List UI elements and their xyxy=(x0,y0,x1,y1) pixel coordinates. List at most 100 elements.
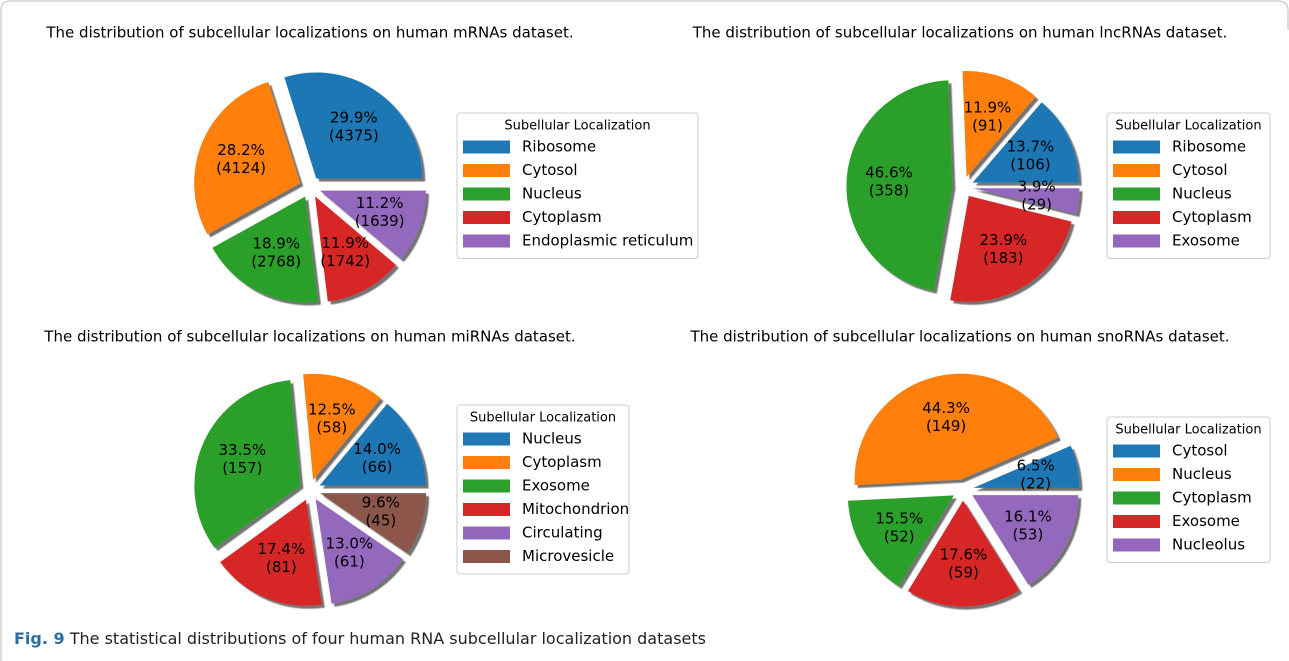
wedge xyxy=(315,498,403,604)
value-label: 28.2% xyxy=(217,141,265,159)
count-label: (1639) xyxy=(355,212,405,230)
wedge xyxy=(973,188,1080,215)
value-label: 23.9% xyxy=(980,231,1028,249)
legend-label: Exosome xyxy=(1172,512,1240,530)
legend-swatch xyxy=(463,503,510,516)
legend-label: Nucleus xyxy=(522,430,582,448)
count-label: (59) xyxy=(948,564,979,582)
count-label: (157) xyxy=(222,459,262,477)
legend-label: Nucleus xyxy=(1172,185,1232,203)
legend-swatch xyxy=(463,140,510,154)
legend-swatch xyxy=(1113,140,1160,154)
count-label: (61) xyxy=(334,552,365,570)
legend-label: Nucleus xyxy=(1172,465,1232,483)
legend-label: Cytosol xyxy=(1172,442,1228,460)
count-label: (58) xyxy=(316,419,347,437)
legend-label: Exosome xyxy=(1172,232,1240,250)
value-label: 14.0% xyxy=(353,440,401,458)
wedge xyxy=(962,70,1036,177)
legend-swatch xyxy=(463,234,510,248)
legend-label: Nucleus xyxy=(522,185,582,203)
legend-label: Cytoplasm xyxy=(1172,489,1252,507)
wedge xyxy=(315,196,396,302)
legend-label: Circulating xyxy=(522,524,603,542)
count-label: (183) xyxy=(983,249,1023,267)
caption: Fig. 9 The statistical distributions of … xyxy=(14,629,706,648)
wedge xyxy=(848,495,954,586)
count-label: (149) xyxy=(926,417,966,435)
legend-swatch xyxy=(463,211,510,224)
legend-label: Cytoplasm xyxy=(522,208,602,226)
count-label: (4375) xyxy=(329,127,379,145)
pie xyxy=(848,373,1080,607)
value-label: 17.6% xyxy=(940,546,988,564)
count-label: (45) xyxy=(365,512,396,530)
legend-title: Subellular Localization xyxy=(470,411,616,426)
value-label: 6.5% xyxy=(1017,456,1055,474)
legend-label: Microvesicle xyxy=(522,547,614,565)
pie xyxy=(846,70,1080,302)
legend-label: Cytoplasm xyxy=(522,453,602,471)
legend-label: Cytoplasm xyxy=(1172,208,1252,226)
chart-title: The distribution of subcellular localiza… xyxy=(45,24,573,42)
value-label: 44.3% xyxy=(922,399,970,417)
count-label: (29) xyxy=(1021,196,1052,214)
value-label: 18.9% xyxy=(252,235,300,253)
count-label: (81) xyxy=(266,558,297,576)
legend-swatch xyxy=(1113,515,1160,528)
value-label: 17.4% xyxy=(258,540,306,558)
count-label: (106) xyxy=(1010,156,1050,174)
count-label: (4124) xyxy=(216,159,266,177)
count-label: (53) xyxy=(1013,525,1044,543)
wedge xyxy=(194,380,301,548)
wedge xyxy=(319,403,426,486)
legend-title: Subellular Localization xyxy=(504,119,650,134)
value-label: 29.9% xyxy=(330,109,378,127)
legend-swatch xyxy=(463,526,510,540)
wedge xyxy=(846,80,953,291)
legend-swatch xyxy=(463,187,510,201)
value-label: 33.5% xyxy=(219,441,267,459)
pie xyxy=(194,373,427,606)
wedge xyxy=(972,102,1079,183)
chart-title: The distribution of subcellular localiza… xyxy=(689,328,1229,346)
legend-swatch xyxy=(1113,468,1160,481)
value-label: 3.9% xyxy=(1018,178,1056,196)
legend-label: Endoplasmic reticulum xyxy=(522,232,693,250)
legend-label: Ribosome xyxy=(1172,138,1246,156)
wedge xyxy=(303,373,381,480)
wedge xyxy=(194,81,301,235)
legend-label: Ribosome xyxy=(522,138,596,156)
legend-swatch xyxy=(463,479,510,493)
legend-swatch xyxy=(1113,164,1160,177)
value-label: 13.0% xyxy=(326,534,374,552)
value-label: 15.5% xyxy=(875,509,923,527)
count-label: (358) xyxy=(869,181,909,199)
count-label: (52) xyxy=(884,527,915,545)
wedge xyxy=(212,196,318,303)
count-label: (66) xyxy=(362,458,393,476)
pie xyxy=(194,72,426,303)
wedge xyxy=(854,373,1058,486)
legend-label: Exosome xyxy=(522,477,590,495)
caption-text: The statistical distributions of four hu… xyxy=(69,629,706,648)
legend-swatch xyxy=(1113,538,1160,552)
caption-label: Fig. 9 xyxy=(14,629,65,648)
count-label: (2768) xyxy=(251,253,301,271)
legend-title: Subellular Localization xyxy=(1115,119,1261,134)
wedge xyxy=(972,495,1079,585)
legend-label: Cytosol xyxy=(1172,161,1228,179)
legend-label: Mitochondrion xyxy=(522,500,629,518)
count-label: (1742) xyxy=(320,252,370,270)
wedge xyxy=(319,190,426,260)
legend-swatch xyxy=(463,456,510,469)
legend-swatch xyxy=(1113,491,1160,505)
value-label: 11.9% xyxy=(964,98,1012,116)
value-label: 11.9% xyxy=(321,234,369,252)
value-label: 11.2% xyxy=(356,194,404,212)
legend-swatch xyxy=(1113,187,1160,201)
wedge xyxy=(973,445,1080,488)
value-label: 46.6% xyxy=(865,163,913,181)
